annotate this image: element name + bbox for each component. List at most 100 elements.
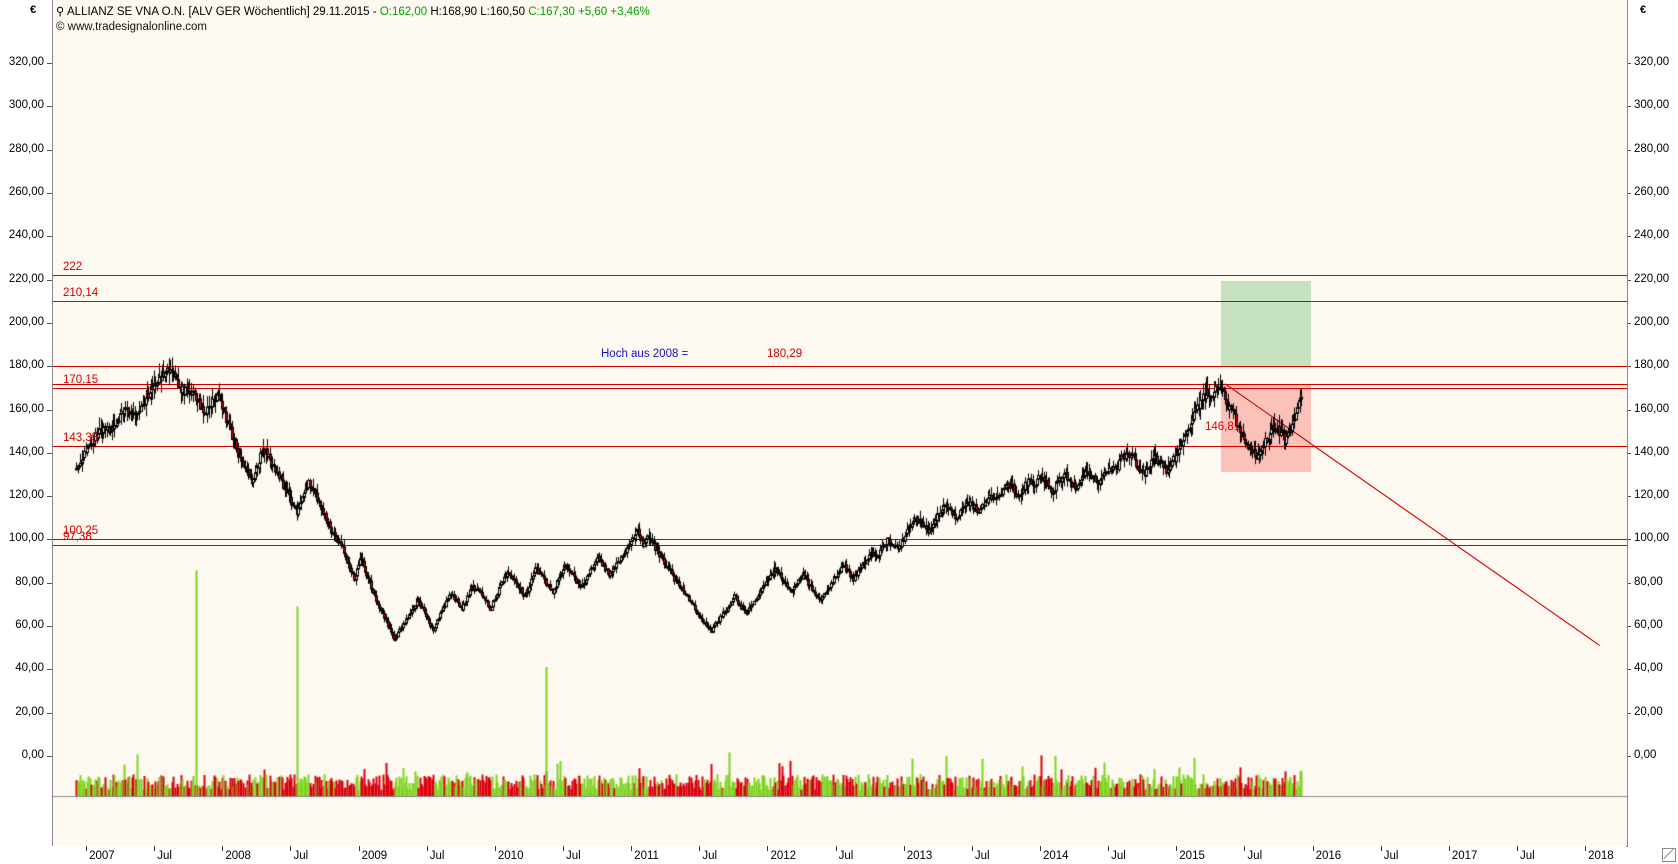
level-222-label: 222 [63, 261, 83, 274]
x-tick-label: 2018 [1588, 850, 1614, 862]
y-tick-mark-right [1626, 322, 1631, 324]
x-tick-mark [1244, 846, 1246, 851]
y-tick-mark-left [47, 496, 52, 498]
price-plot-area[interactable]: 222 210,14 170,15 143,35 100,25 97,38 Hoch au… [52, 0, 1628, 847]
x-tick-label: 2016 [1315, 850, 1342, 862]
y-tick-label-left: 280,00 [8, 142, 44, 155]
y-tick-mark-left [47, 582, 52, 584]
y-tick-label-right: 260,00 [1634, 185, 1670, 198]
right-currency-symbol: € [1640, 4, 1647, 16]
x-tick-label: 2007 [89, 850, 115, 862]
x-tick-label: 2009 [361, 850, 388, 862]
quote-close: C:167,30 +5,60 +3,46% [528, 6, 650, 18]
x-tick-label: 2011 [634, 850, 659, 862]
y-tick-mark-right [1626, 712, 1631, 714]
y-tick-mark-left [47, 322, 52, 324]
y-tick-mark-left [47, 236, 52, 238]
y-tick-mark-left [47, 63, 52, 64]
level-9738-label: 97,38 [63, 531, 92, 544]
y-tick-mark-right [1626, 236, 1631, 238]
x-tick-mark [767, 846, 769, 851]
y-tick-mark-right [1626, 409, 1631, 411]
x-tick-mark [426, 846, 428, 851]
y-tick-label-left: 80,00 [15, 575, 44, 588]
x-tick-label: Jul [1519, 850, 1535, 862]
x-tick-label: Jul [1247, 850, 1263, 862]
x-tick-mark [631, 846, 633, 851]
y-tick-mark-left [47, 669, 52, 671]
y-tick-mark-left [47, 756, 52, 757]
x-tick-label: Jul [1383, 850, 1399, 862]
hoch-2008-value: 180,29 [767, 348, 803, 360]
y-tick-mark-right [1626, 539, 1631, 541]
resize-grip[interactable] [1662, 848, 1676, 862]
y-tick-label-right: 100,00 [1634, 532, 1670, 545]
x-tick-mark [1312, 846, 1314, 851]
x-tick-label: Jul [566, 850, 581, 862]
y-tick-mark-right [1626, 149, 1631, 151]
y-tick-label-left: 60,00 [15, 619, 44, 632]
x-tick-label: Jul [838, 850, 854, 862]
x-tick-mark [1380, 846, 1382, 851]
y-tick-mark-right [1626, 192, 1631, 194]
x-tick-label: Jul [702, 850, 718, 862]
y-tick-label-left: 40,00 [15, 662, 44, 675]
source-watermark: © www.tradesignalonline.com [56, 21, 208, 33]
y-tick-mark-left [47, 149, 52, 151]
x-tick-mark [494, 846, 496, 851]
y-tick-label-right: 160,00 [1634, 402, 1670, 415]
x-tick-label: 2017 [1451, 850, 1478, 862]
x-tick-mark [290, 846, 292, 851]
y-tick-mark-right [1626, 669, 1631, 671]
x-tick-mark [1040, 846, 1041, 851]
level-14335-label: 143,35 [63, 431, 99, 444]
y-tick-label-left: 0,00 [21, 749, 44, 761]
y-tick-label-left: 200,00 [8, 315, 44, 328]
quote-low: L:160,50 [480, 6, 525, 18]
y-tick-label-left: 240,00 [8, 229, 44, 242]
y-tick-label-right: 80,00 [1634, 575, 1663, 588]
y-tick-mark-left [47, 366, 52, 368]
y-tick-mark-left [47, 712, 52, 714]
y-tick-label-left: 180,00 [8, 359, 44, 372]
y-tick-label-left: 300,00 [8, 99, 44, 112]
x-tick-label: Jul [157, 850, 172, 862]
level-17015-label: 170,15 [63, 373, 99, 386]
left-currency-symbol: € [30, 4, 37, 16]
y-tick-mark-right [1626, 496, 1631, 498]
x-tick-mark [1516, 846, 1518, 851]
y-tick-mark-right [1626, 366, 1631, 368]
y-tick-label-right: 220,00 [1634, 272, 1670, 285]
y-tick-mark-left [47, 539, 52, 541]
x-tick-mark [971, 846, 973, 851]
y-tick-label-left: 120,00 [8, 489, 44, 502]
left-price-axis: € 320,00 300,00 280,00 260,00 240,00 220,00 20… [0, 0, 52, 864]
y-tick-label-right: 140,00 [1634, 445, 1670, 458]
y-tick-label-right: 280,00 [1634, 142, 1670, 155]
x-tick-mark [154, 846, 156, 851]
y-tick-label-left: 260,00 [8, 185, 44, 198]
y-tick-mark-left [47, 106, 52, 108]
y-tick-label-right: 300,00 [1634, 99, 1670, 112]
x-tick-label: 2015 [1179, 850, 1205, 862]
target-price-label: 146,81 [1205, 421, 1241, 433]
instrument-name: ALLIANZ SE VNA O.N. [67, 6, 186, 18]
x-tick-mark [222, 846, 224, 851]
x-tick-mark [86, 846, 88, 851]
x-tick-mark [1585, 846, 1587, 851]
y-tick-mark-right [1626, 626, 1631, 628]
y-tick-label-left: 100,00 [8, 532, 44, 545]
right-price-axis: € 320,00 300,00 280,00 260,00 240,00 220,00 20… [1626, 0, 1678, 864]
y-tick-label-right: 20,00 [1634, 705, 1663, 718]
y-tick-mark-left [47, 452, 52, 454]
y-tick-label-right: 120,00 [1634, 489, 1670, 502]
y-tick-mark-right [1626, 279, 1631, 281]
y-tick-label-right: 320,00 [1634, 56, 1670, 68]
y-tick-label-left: 160,00 [8, 402, 44, 415]
x-tick-label: 2008 [225, 850, 251, 862]
y-tick-mark-right [1626, 106, 1631, 108]
market-timeframe: [ALV GER Wöchentlich] [188, 6, 310, 18]
y-tick-mark-left [47, 279, 52, 281]
y-tick-label-right: 240,00 [1634, 229, 1670, 242]
level-21014-label: 210,14 [63, 286, 99, 299]
